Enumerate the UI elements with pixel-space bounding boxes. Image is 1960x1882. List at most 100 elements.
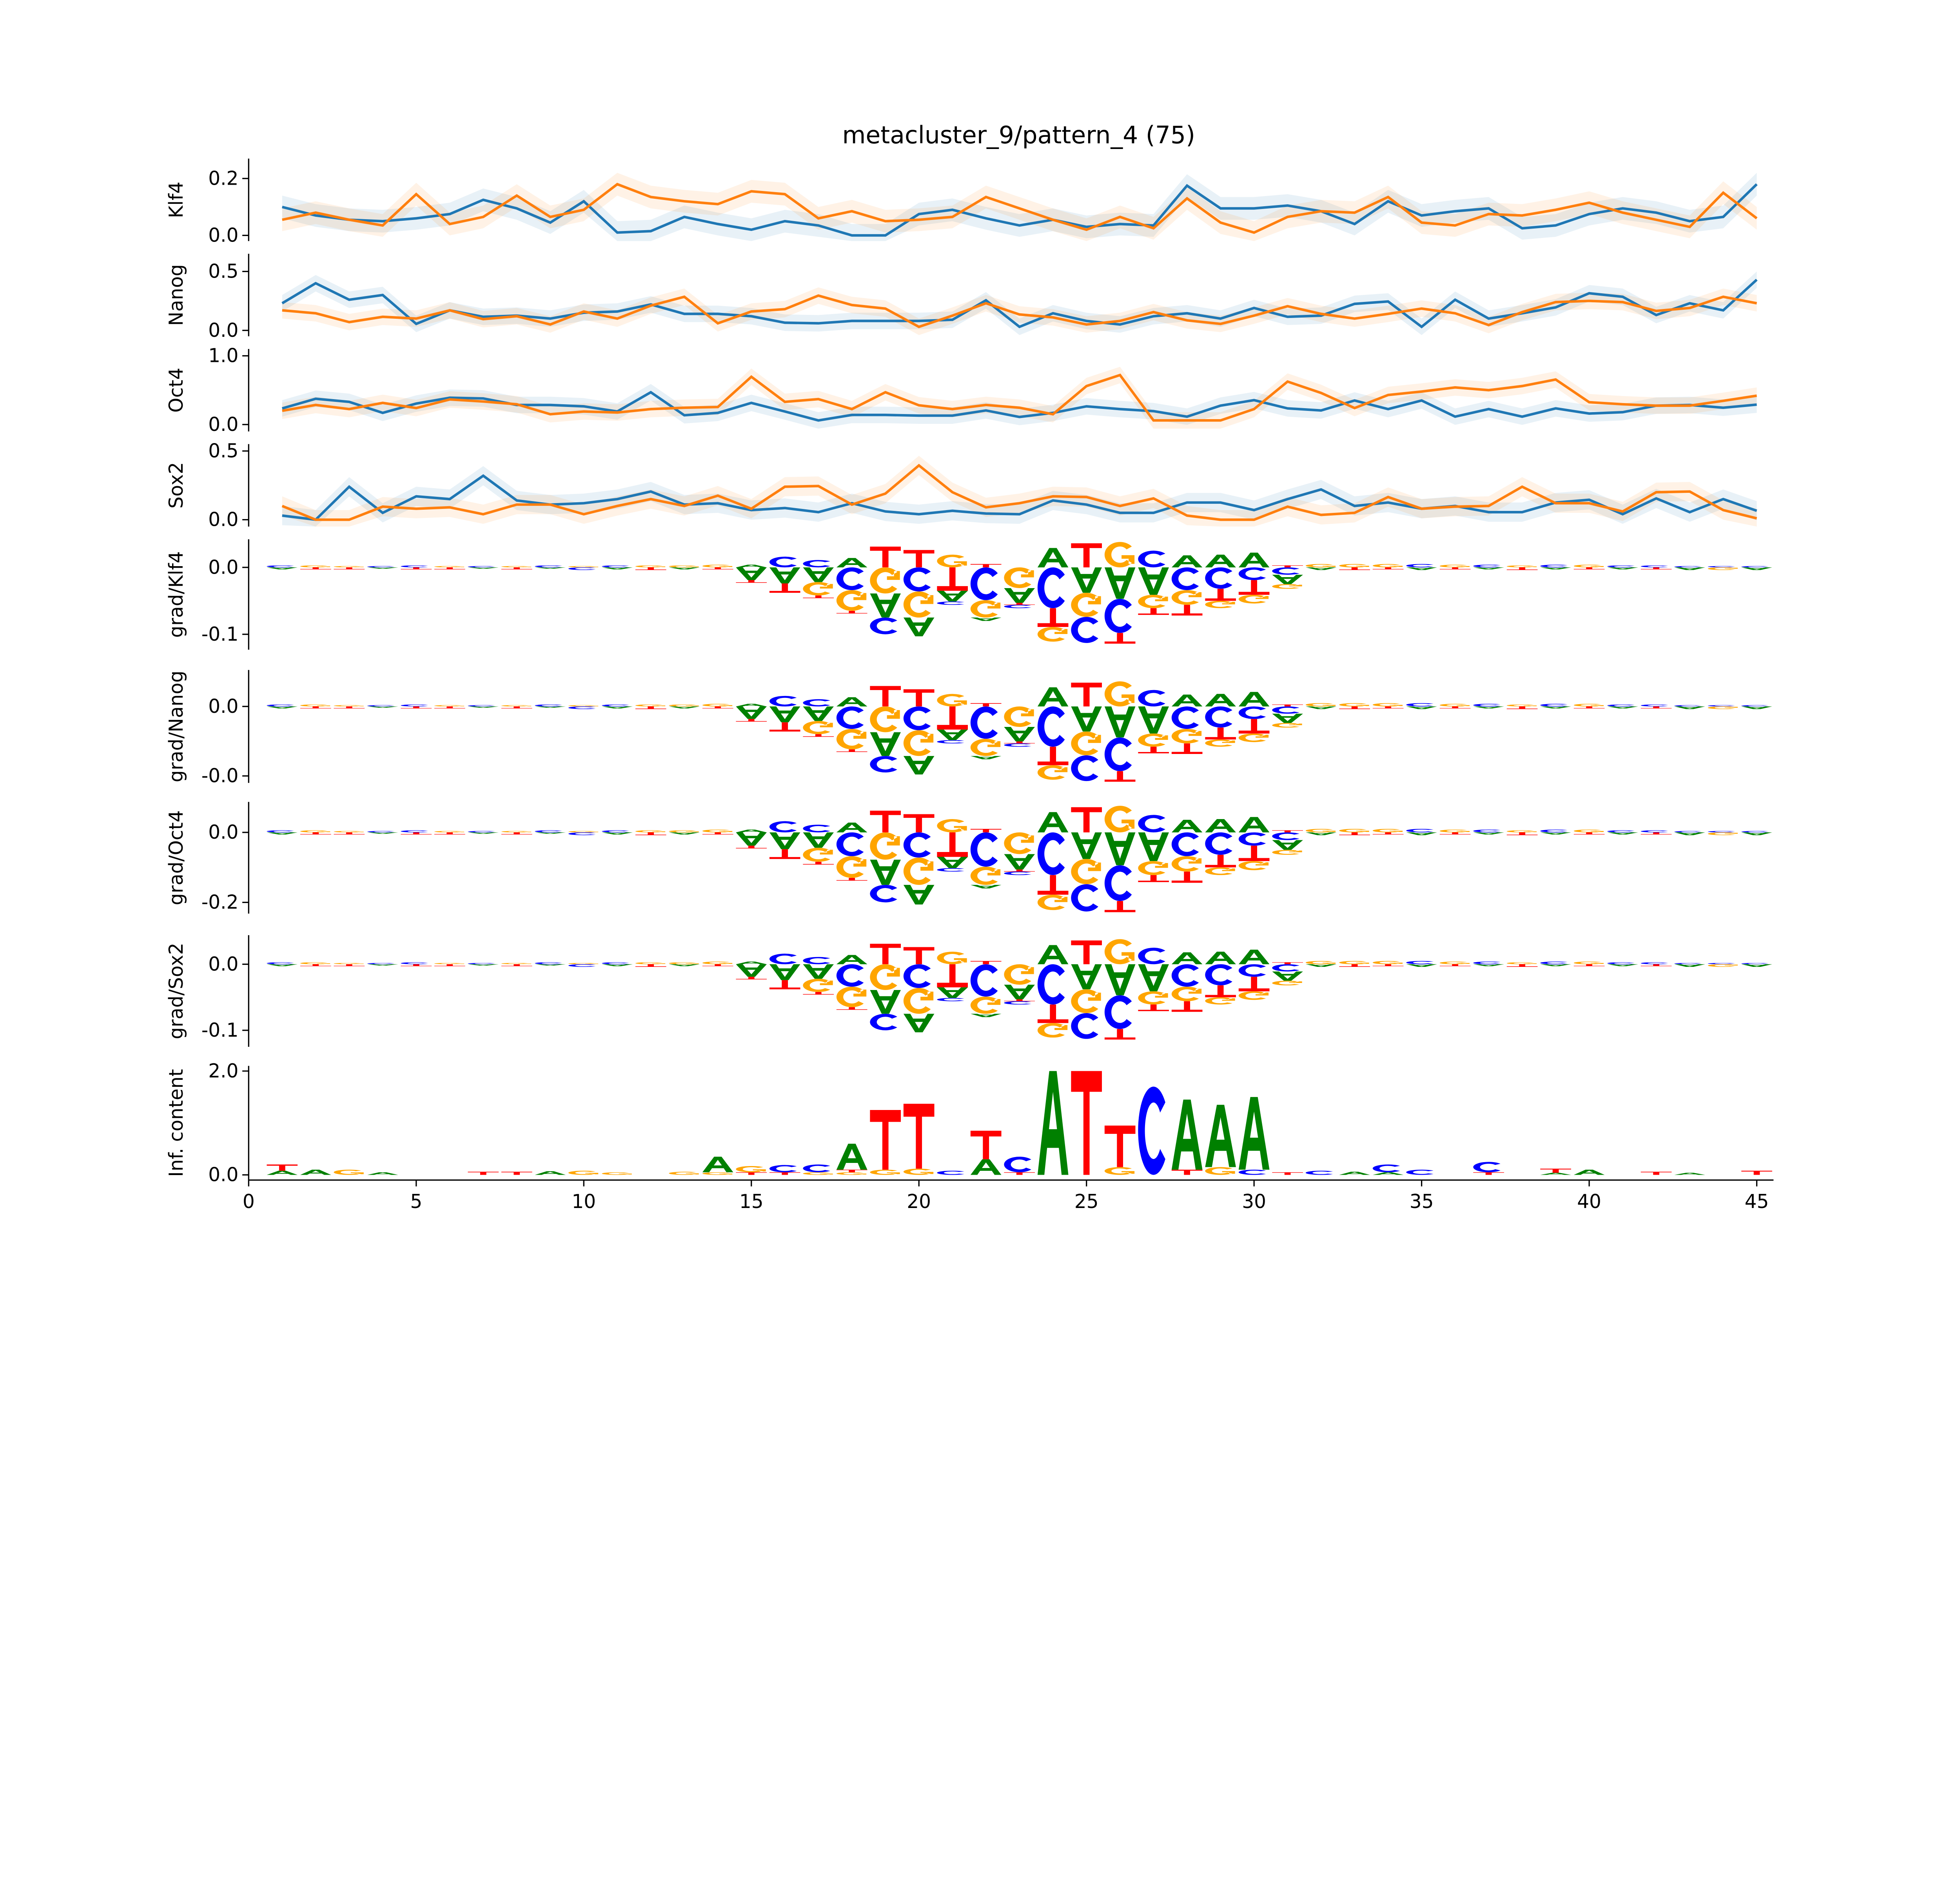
logo-letter-G [1037, 894, 1068, 910]
logo-letter-T [836, 749, 867, 752]
logo-letter-G [1439, 829, 1470, 832]
logo-letter-G [501, 705, 532, 707]
logo-letter-C [568, 706, 596, 709]
logo-letter-A [736, 565, 767, 568]
logo-letter-T [1573, 964, 1605, 966]
y-tick-label: 0.0 [208, 414, 238, 436]
logo-letter-A [1473, 832, 1504, 835]
logo-letter-C [1071, 1013, 1098, 1039]
logo-letter-C [1708, 566, 1735, 568]
logo-letter-G [434, 566, 465, 568]
logo-letter-A [267, 1170, 298, 1175]
logo-letter-A [970, 1014, 1002, 1017]
logo-letter-G [1372, 564, 1403, 568]
logo-letter-A [1205, 554, 1236, 568]
logo-letter-T [300, 832, 331, 835]
y-tick-label: 0.0 [208, 556, 238, 578]
logo-letter-A [937, 729, 968, 740]
logo-letter-A [1104, 832, 1136, 865]
logo-letter-C [836, 567, 864, 590]
x-tick-label: 20 [907, 1191, 931, 1213]
logo-letter-C [1473, 961, 1501, 965]
logo-letter-A [602, 964, 633, 966]
logo-letter-T [1272, 565, 1303, 568]
logo-letter-C [367, 566, 395, 568]
logo-letter-G [669, 830, 699, 832]
panel-grad-sox2: 0.0 -0.1 grad/Sox2 [165, 935, 1772, 1047]
logo-letter-G [970, 867, 1001, 885]
logo-letter-C [1540, 565, 1568, 568]
x-tick-label: 35 [1410, 1191, 1434, 1213]
logo-letter-A [769, 832, 800, 849]
logo-letter-G [1037, 1023, 1068, 1038]
logo-letter-A [803, 567, 834, 582]
logo-letter-A [1607, 964, 1638, 966]
y-tick-label: 0.2 [208, 167, 238, 189]
logo-letter-A [1238, 1097, 1270, 1170]
logo-letter-A [1004, 985, 1035, 999]
logo-letter-G [669, 1172, 699, 1175]
logo-letter-C [267, 704, 294, 707]
x-tick-label: 45 [1745, 1191, 1769, 1213]
logo-letter-T [736, 845, 767, 849]
logo-letter-C [1238, 1170, 1266, 1175]
logo-letter-C [1071, 755, 1098, 781]
logo-letter-C [1741, 963, 1769, 965]
logo-letter-T [702, 567, 733, 570]
logo-letter-C [602, 565, 629, 568]
logo-letter-T [1004, 999, 1035, 1001]
logo-letter-C [1238, 964, 1266, 977]
logo-letter-G [434, 963, 465, 965]
logo-letter-A [1071, 706, 1102, 732]
x-axis: 0 5 10 15 20 25 30 35 40 45 [243, 1179, 1774, 1213]
logo-letter-C [803, 560, 830, 568]
logo-letter-A [836, 558, 867, 568]
confidence-band [282, 456, 1757, 527]
logo-letter-T [468, 1172, 499, 1175]
logo-letter-T [1171, 871, 1203, 883]
y-axis-label: grad/Klf4 [165, 551, 187, 638]
logo-letter-G [635, 565, 666, 568]
logo-letter-T [1372, 706, 1404, 708]
logo-letter-A [1741, 706, 1772, 709]
logo-letter-T [1037, 1005, 1069, 1023]
logo-letter-C [903, 964, 931, 988]
logo-letter-A [1372, 1172, 1404, 1175]
logo-letter-C [568, 964, 596, 967]
x-tick-label: 30 [1242, 1191, 1266, 1213]
logo-letter-T [501, 706, 532, 708]
logo-letter-G [334, 831, 364, 832]
logo-letter-C [535, 830, 562, 832]
logo-letter-A [669, 964, 700, 966]
logo-letter-A [736, 704, 767, 707]
logo-letter-C [1138, 550, 1165, 568]
logo-letter-C [903, 832, 931, 858]
logo-letter-C [970, 832, 998, 867]
logo-letter-T [1506, 706, 1538, 709]
logo-letter-T [1071, 807, 1102, 832]
logo-letter-A [736, 961, 767, 965]
logo-letter-C [1171, 964, 1199, 987]
logo-letter-C [1674, 963, 1702, 965]
y-tick-label: 0.5 [208, 261, 238, 283]
logo-letter-A [1473, 964, 1504, 966]
logo-letter-A [1138, 567, 1169, 595]
y-tick-label: 0.0 [208, 1164, 238, 1186]
logo-letter-C [769, 954, 797, 965]
logo-letter-A [1205, 819, 1236, 832]
logo-letter-T [870, 547, 901, 568]
logo-letter-A [367, 567, 398, 569]
logo-letter-G [970, 739, 1001, 756]
logo-letter-A [1138, 832, 1169, 861]
logo-letter-A [535, 706, 566, 708]
logo-letter-A [1540, 1173, 1571, 1175]
logo-letter-A [1071, 567, 1102, 593]
logo-letter-T [1439, 567, 1471, 570]
logo-letter-A [1171, 952, 1203, 965]
logo-letter-A [1037, 945, 1069, 965]
logo-letter-A [367, 832, 398, 834]
logo-letter-G [1104, 806, 1135, 832]
logo-letter-A [367, 1172, 398, 1175]
figure: metacluster_9/pattern_4 (75) 0.00.2Klf40… [165, 121, 1774, 1213]
logo-letter-C [535, 565, 562, 568]
